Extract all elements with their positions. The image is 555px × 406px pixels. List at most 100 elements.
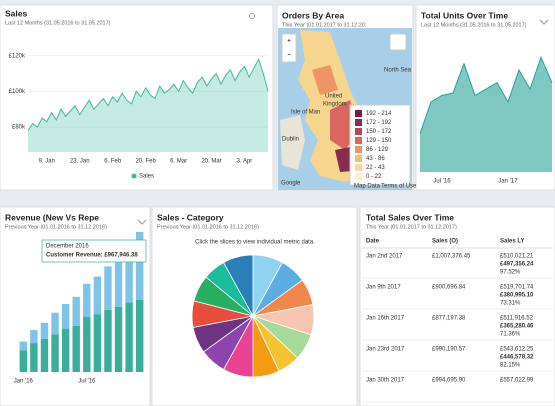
tooltip-title: December 2016 <box>46 244 89 250</box>
line <box>419 55 553 134</box>
legend-swatch <box>355 137 362 144</box>
line <box>27 57 269 131</box>
x-tick-label: Jan '17 <box>498 179 518 185</box>
bar <box>104 309 112 372</box>
x-tick-label: 6. Feb <box>104 159 122 165</box>
bar <box>51 312 59 335</box>
legend-label: 86 - 129 <box>366 147 389 153</box>
panel-title: Revenue (New Vs Repe <box>5 212 99 222</box>
bar <box>125 302 133 372</box>
legend-label: Sales <box>139 174 154 180</box>
bar <box>125 247 133 303</box>
x-tick-label: 20. Feb <box>135 159 156 165</box>
panel-title: Sales <box>5 8 27 18</box>
cell-sales-ly: £557,022.99 <box>500 378 534 384</box>
map[interactable] <box>278 28 412 190</box>
legend-label: 172 - 192 <box>366 120 392 126</box>
legend-swatch <box>355 146 362 153</box>
column-header: Date <box>366 239 380 245</box>
cell-date: Jan 23rd 2017 <box>366 347 405 353</box>
x-tick-label: Jan '16 <box>14 379 34 385</box>
map-label: North Sea <box>384 68 412 74</box>
cell-sales-ly: £510,021.21 <box>500 254 534 260</box>
pie-slice[interactable] <box>223 254 254 317</box>
legend-swatch <box>355 164 362 171</box>
cell-percent: 97.52% <box>500 270 521 276</box>
chevron-icon[interactable] <box>539 19 549 25</box>
cell-sales-ly: £543,612.25 <box>500 347 534 353</box>
map-footer: Map Data <box>354 184 381 190</box>
map-legend <box>349 104 411 186</box>
bar <box>114 259 123 307</box>
legend-label: 150 - 172 <box>366 129 392 135</box>
bar <box>72 296 80 326</box>
legend-label: 0 - 22 <box>366 174 382 180</box>
x-tick-label: Jul '16 <box>78 379 96 385</box>
panel-subtitle: This Year (01.01.2017 to 31.12.2017) <box>366 224 457 230</box>
x-tick-label: 23. Jan <box>70 159 90 165</box>
bar <box>30 343 38 372</box>
cell-date: Jan 30th 2017 <box>366 378 405 384</box>
instruction: Click the slices to view individual metr… <box>195 240 315 246</box>
map-footer: Terms of Use <box>381 184 417 190</box>
bar <box>19 350 27 372</box>
tooltip-label: Customer Revenue: £967,946.38 <box>46 253 138 259</box>
cell-sales-ly: £511,916.52 <box>500 316 534 322</box>
bar <box>104 266 112 310</box>
map-label: Kingdom <box>323 102 347 108</box>
cell-sales-ly-bold: £365,280.46 <box>500 324 534 330</box>
legend-swatch <box>355 128 362 135</box>
bar <box>30 330 38 344</box>
bar <box>83 317 91 372</box>
cell-sales-ly: £519,701.74 <box>500 285 534 291</box>
panel-subtitle: Last 12 Months (31.05.2016 to 31.05.2017… <box>421 22 527 28</box>
panel <box>0 4 274 191</box>
x-tick-label: 9. Jan <box>39 159 55 165</box>
cell-date: Jan 2nd 2017 <box>366 254 403 260</box>
legend-label: 192 - 214 <box>366 111 392 117</box>
land <box>280 115 305 170</box>
y-tick-label: £100k <box>9 89 26 95</box>
cell-sales: £900,696.84 <box>432 285 466 291</box>
panel-subtitle: Previous Year (01.01.2016 to 31.12.2016) <box>5 224 107 230</box>
area <box>420 57 552 172</box>
cell-percent: 82.15% <box>500 363 521 369</box>
cell-sales: £990,190.57 <box>432 347 466 353</box>
legend-swatch <box>131 173 137 179</box>
bar <box>136 232 144 300</box>
legend-label: 129 - 150 <box>366 138 392 144</box>
map-label: Isle of Man <box>291 110 320 116</box>
bar <box>83 283 91 318</box>
panel-subtitle: This Year (01.01.2017 to 31.12.2017) <box>282 22 373 28</box>
panel <box>359 206 555 406</box>
zoom-control[interactable] <box>281 33 297 63</box>
bar <box>93 276 102 315</box>
bar <box>40 322 49 339</box>
bar <box>136 299 144 372</box>
cell-percent: 71.36% <box>500 332 521 338</box>
region <box>312 65 338 95</box>
bar <box>19 341 27 351</box>
cell-percent: 73.31% <box>500 301 521 307</box>
cell-sales-ly-bold: £446,578.32 <box>500 355 534 361</box>
layers-button[interactable] <box>389 33 407 51</box>
bar <box>93 314 102 372</box>
bar <box>114 306 123 372</box>
menu-icon[interactable] <box>249 13 255 19</box>
column-header: Sales LY <box>500 239 524 245</box>
legend-swatch <box>355 119 362 126</box>
area <box>28 59 268 153</box>
panel-title: Total Units Over Time <box>421 10 508 20</box>
legend-swatch <box>355 110 362 117</box>
bar <box>61 328 70 372</box>
cell-sales: £1,007,376.45 <box>432 254 471 260</box>
legend-label: 43 - 86 <box>366 156 385 162</box>
legend-swatch <box>355 155 362 162</box>
bar <box>61 304 70 329</box>
chevron-icon[interactable] <box>137 219 147 225</box>
bar <box>72 325 80 372</box>
zoom-button: − <box>287 53 291 59</box>
x-tick-label: Jul '16 <box>433 179 451 185</box>
x-tick-label: 20. Mar <box>201 159 221 165</box>
